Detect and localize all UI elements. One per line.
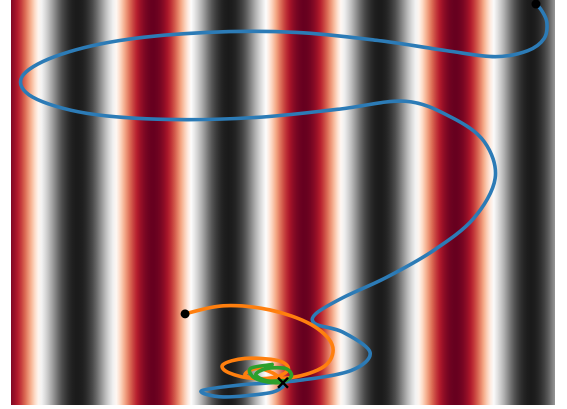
marker-layer bbox=[180, 0, 541, 389]
start-marker-1 bbox=[531, 0, 541, 9]
series-line-3 bbox=[247, 362, 294, 385]
end-marker-stroke bbox=[277, 376, 289, 389]
series-layer bbox=[18, 2, 549, 399]
series-line-2 bbox=[183, 303, 335, 383]
plot-background bbox=[11, 0, 555, 405]
start-marker-2 bbox=[180, 309, 190, 319]
series-line-1 bbox=[18, 2, 549, 399]
end-marker bbox=[277, 376, 289, 389]
